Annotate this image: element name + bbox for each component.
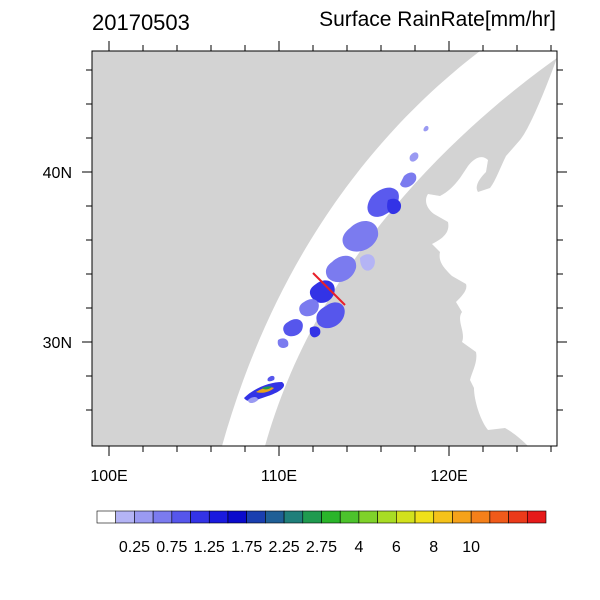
colorbar-box <box>302 510 322 524</box>
colorbar-box <box>433 510 453 524</box>
x-tick-label: 100E <box>90 468 127 485</box>
colorbar-box <box>96 510 117 524</box>
date-title: 20170503 <box>92 10 190 35</box>
colorbar-box <box>377 510 397 524</box>
colorbar-box <box>452 510 472 524</box>
colorbar-label: 4 <box>354 539 363 556</box>
colorbar-box <box>396 510 416 524</box>
colorbar-label: 8 <box>429 539 438 556</box>
colorbar-label: 0.75 <box>156 539 187 556</box>
colorbar-box <box>246 510 266 524</box>
colorbar-box <box>283 510 304 524</box>
colorbar-label: 6 <box>392 539 401 556</box>
colorbar-box <box>358 510 378 524</box>
colorbar-boxes <box>96 510 547 524</box>
colorbar-box <box>489 510 509 524</box>
x-major-ticks <box>108 41 450 456</box>
colorbar-box <box>470 510 491 524</box>
colorbar-box <box>115 510 135 524</box>
map-content <box>92 51 557 446</box>
cross-section-line <box>312 272 346 306</box>
colorbar-box <box>526 510 547 524</box>
variable-title: Surface RainRate[mm/hr] <box>319 8 556 31</box>
colorbar-box <box>152 510 173 524</box>
plot-frame <box>91 50 558 447</box>
colorbar-box <box>134 510 154 524</box>
colorbar-box <box>171 510 191 524</box>
colorbar-box <box>508 510 528 524</box>
x-tick-label: 110E <box>261 468 297 485</box>
colorbar-box <box>265 510 285 524</box>
rain-patches <box>244 125 429 403</box>
colorbar-box <box>190 510 210 524</box>
colorbar-box <box>414 510 435 524</box>
colorbar-label: 2.25 <box>269 539 300 556</box>
y-tick-label: 30N <box>43 335 72 352</box>
colorbar-label: 2.75 <box>306 539 337 556</box>
colorbar-box <box>208 510 229 524</box>
y-minor-ticks <box>86 69 563 411</box>
colorbar-label: 0.25 <box>119 539 150 556</box>
colorbar-box <box>227 510 247 524</box>
colorbar-label: 1.75 <box>231 539 262 556</box>
colorbar-labels: 0.25 0.75 1.25 1.75 2.25 2.75 4 6 8 10 <box>119 539 480 556</box>
colorbar-label: 10 <box>462 539 480 556</box>
colorbar-box <box>339 510 360 524</box>
x-minor-ticks <box>142 45 552 452</box>
x-tick-label: 120E <box>430 468 467 485</box>
colorbar-label: 1.25 <box>194 539 225 556</box>
y-tick-label: 40N <box>43 165 72 182</box>
ocean-east <box>426 58 557 446</box>
colorbar-box <box>321 510 341 524</box>
satellite-swath <box>222 51 557 446</box>
y-major-ticks <box>82 171 567 343</box>
